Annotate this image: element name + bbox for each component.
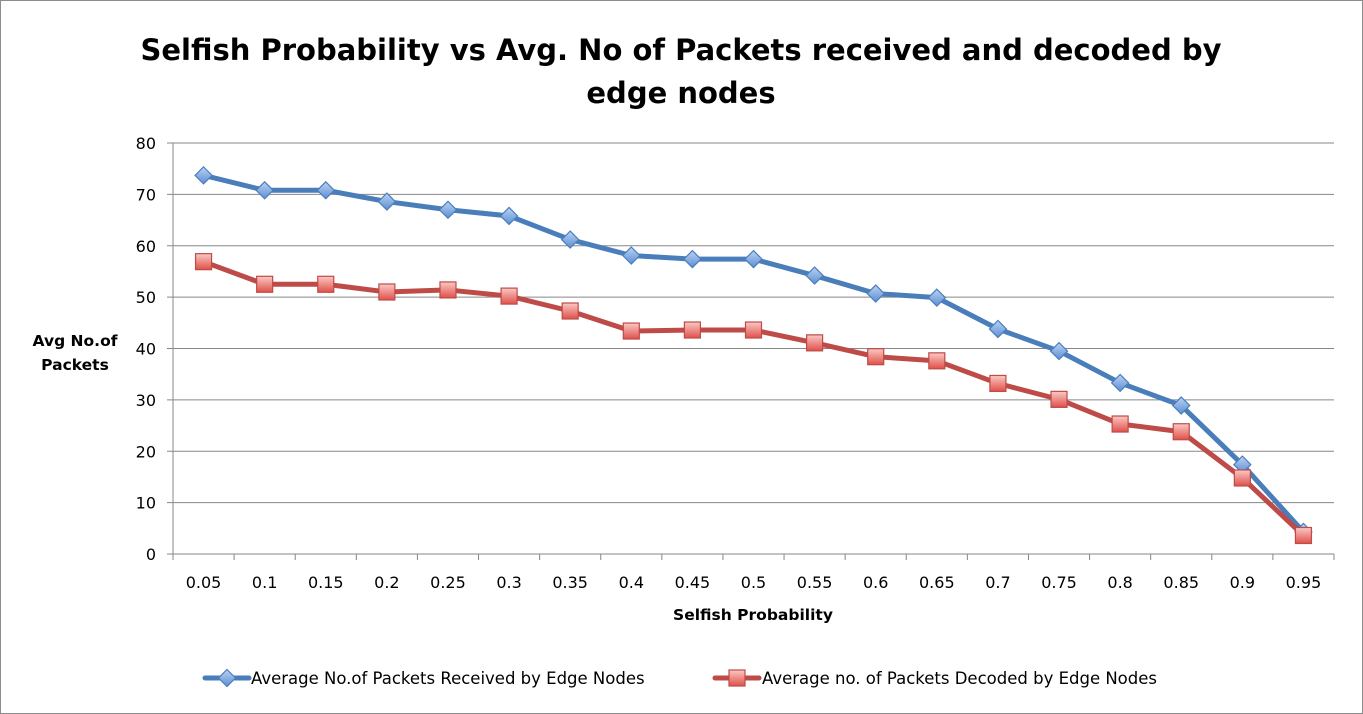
series-2-point <box>928 352 946 370</box>
y-tick-label: 30 <box>136 391 156 410</box>
series-2-point <box>1111 415 1129 433</box>
y-tick-label: 10 <box>136 494 156 513</box>
series-1-point <box>621 246 641 265</box>
x-tick-label: 0.95 <box>1286 573 1322 592</box>
series-2-point <box>439 281 457 299</box>
series-1-point <box>1049 341 1069 361</box>
series-1-point <box>560 230 580 249</box>
y-tick-label: 80 <box>136 134 156 153</box>
series-1-point <box>805 266 824 285</box>
y-axis-label-line-2: Packets <box>41 356 109 374</box>
series-1-point <box>988 319 1008 339</box>
series-1-point <box>1171 396 1191 415</box>
chart-title-line-2: edge nodes <box>586 76 775 110</box>
y-axis-label-line-1: Avg No.of <box>33 332 118 350</box>
x-tick-label: 0.6 <box>863 573 888 592</box>
y-tick-label: 20 <box>136 442 156 461</box>
legend-label: Average no. of Packets Decoded by Edge N… <box>762 669 1157 688</box>
series-1-point <box>499 206 519 226</box>
x-tick-label: 0.7 <box>985 573 1010 592</box>
x-tick-label: 0.1 <box>252 573 277 592</box>
x-tick-label: 0.2 <box>374 573 399 592</box>
chart-title-line-1: Selfish Probability vs Avg. No of Packet… <box>140 33 1221 67</box>
series-2-point <box>1172 423 1190 441</box>
series-2-point <box>989 374 1007 393</box>
x-tick-label: 0.35 <box>552 573 588 592</box>
series-1-point <box>683 249 702 269</box>
series-2-line <box>201 259 1306 539</box>
series-1-point <box>377 192 397 211</box>
series-2-point <box>561 302 579 320</box>
x-tick-label: 0.65 <box>919 573 955 592</box>
x-tick-label: 0.85 <box>1163 573 1199 592</box>
legend-item-1: Average No.of Packets Received by Edge N… <box>202 668 645 688</box>
legend-label: Average No.of Packets Received by Edge N… <box>251 669 645 688</box>
x-tick-label: 0.3 <box>496 573 521 592</box>
series-2-point <box>867 348 885 366</box>
x-tick-label: 0.5 <box>741 573 766 592</box>
series-2-point <box>378 283 396 301</box>
series-2-point <box>1050 390 1068 408</box>
x-tick-label: 0.8 <box>1107 573 1132 592</box>
x-tick-label: 0.9 <box>1230 573 1255 592</box>
y-tick-label: 60 <box>136 237 156 256</box>
x-tick-label: 0.15 <box>308 573 344 592</box>
series-1-line <box>201 172 1306 535</box>
series-1-point <box>194 166 213 185</box>
legend-item-2: Average no. of Packets Decoded by Edge N… <box>712 669 1157 688</box>
series-2-point <box>256 275 274 293</box>
gridlines <box>173 142 1334 504</box>
x-tick-label: 0.45 <box>675 573 711 592</box>
series-2-point <box>1294 526 1313 545</box>
series-group <box>194 166 1313 545</box>
series-1-point <box>255 180 275 200</box>
series-1 <box>194 166 1313 542</box>
series-2-point <box>806 334 824 352</box>
series-2-point <box>500 287 518 305</box>
series-2-point <box>317 275 335 293</box>
legend: Average No.of Packets Received by Edge N… <box>202 668 1157 688</box>
series-1-point <box>744 249 763 269</box>
legend-swatch-marker <box>217 668 237 688</box>
series-2-point <box>622 322 640 340</box>
x-tick-label: 0.55 <box>797 573 833 592</box>
series-2-point <box>744 321 763 339</box>
y-tick-label: 0 <box>146 545 156 564</box>
x-axis-label: Selfish Probability <box>673 606 833 624</box>
axes <box>167 142 1335 560</box>
series-2 <box>194 253 1313 545</box>
series-1-point <box>866 284 886 303</box>
x-tick-label: 0.05 <box>186 573 222 592</box>
x-tick-label: 0.4 <box>619 573 644 592</box>
series-2-point <box>683 321 701 339</box>
y-tick-label: 40 <box>136 340 156 359</box>
series-2-point <box>194 253 213 271</box>
series-1-point <box>316 180 336 200</box>
x-tick-label: 0.75 <box>1041 573 1077 592</box>
series-2-point <box>1233 469 1251 487</box>
y-tick-label: 70 <box>136 185 156 204</box>
series-1-point <box>1110 373 1130 393</box>
x-tick-label: 0.25 <box>430 573 466 592</box>
series-1-point <box>438 200 458 220</box>
y-tick-label: 50 <box>136 288 156 307</box>
legend-swatch-marker <box>728 669 746 687</box>
series-1-point <box>927 288 947 307</box>
x-tick-labels: 0.05 0.1 0.15 0.2 0.25 0.3 0.35 0.4 0.45 0.5 0.55 0… <box>186 573 1322 592</box>
y-tick-labels: 0 10 20 30 40 50 60 70 80 <box>136 134 156 564</box>
